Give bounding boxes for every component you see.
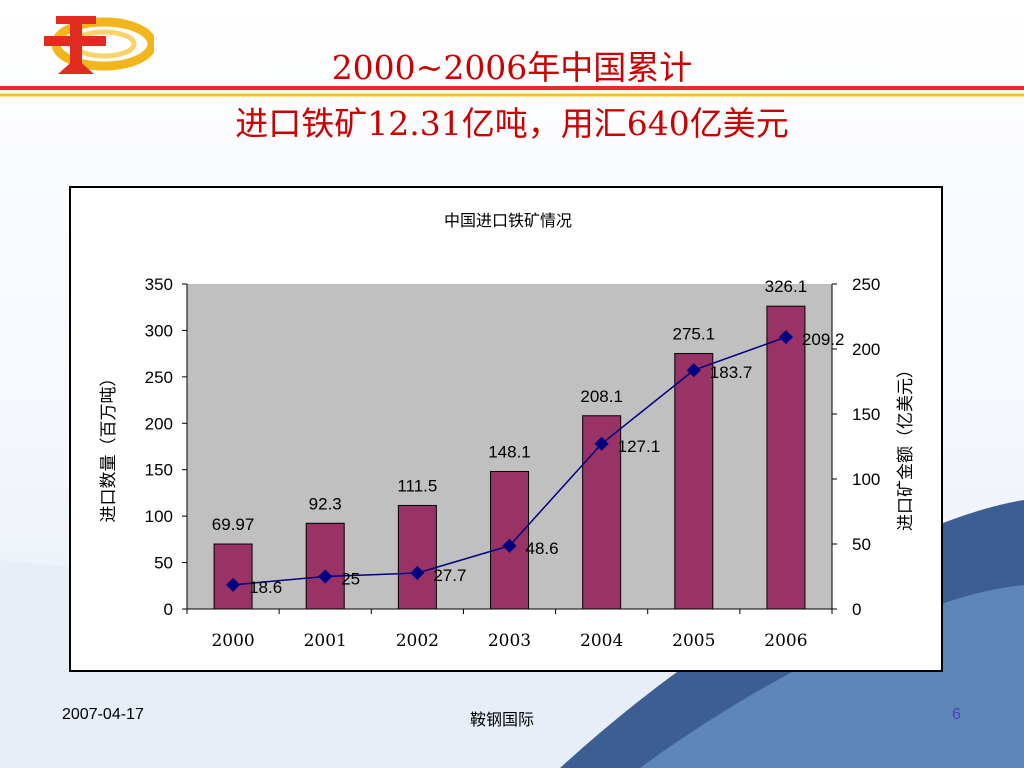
chart-bar (766, 305, 806, 610)
chart-frame: 中国进口铁矿情况 0 50 100 150 200 250 300 350 0 50 100 150 2… (69, 186, 943, 672)
y-axis-label: 进口数量（百万吨） (99, 370, 119, 523)
slide-title-line1: 2000~2006年中国累计 (331, 48, 693, 87)
page-number: 6 (952, 706, 961, 723)
footer-organization: 鞍钢国际 (470, 712, 535, 729)
y2-tick-label: 50 (852, 535, 871, 554)
line-point-marker (410, 565, 425, 581)
line-data-label: 183.7 (710, 363, 753, 382)
slide-title-line2: 进口铁矿12.31亿吨，用汇640亿美元 (235, 104, 789, 143)
y-tick-label: 100 (145, 507, 173, 526)
y2-tick-label: 150 (852, 405, 880, 424)
y-tick-label: 0 (164, 600, 173, 619)
line-data-label: 127.1 (618, 437, 661, 456)
y-tick-label: 50 (154, 554, 173, 573)
iron-ore-import-chart: 中国进口铁矿情况 0 50 100 150 200 250 300 350 0 50 100 150 2… (99, 211, 916, 651)
line-data-label: 18.6 (249, 578, 282, 597)
line-point-marker (594, 436, 609, 451)
line-point-marker (778, 329, 793, 345)
x-tick-label: 2005 (672, 631, 715, 651)
x-tick-label: 2004 (580, 631, 623, 651)
x-tick-label: 2006 (764, 631, 807, 651)
y-tick-label: 150 (145, 461, 173, 480)
y2-tick-label: 0 (852, 600, 861, 619)
y-tick-label: 350 (145, 275, 173, 294)
footer-date: 2007-04-17 (62, 706, 144, 723)
x-tick-label: 2003 (488, 631, 531, 651)
y2-tick-label: 100 (852, 470, 880, 489)
line-point-marker (502, 538, 517, 553)
line-point-marker (226, 577, 241, 592)
y-tick-label: 300 (145, 321, 173, 340)
line-point-marker (318, 569, 333, 584)
chart-bar (397, 504, 437, 610)
bar-data-label: 111.5 (397, 476, 437, 495)
y2-axis-label: 进口矿金额（亿美元） (896, 361, 916, 531)
bar-data-label: 148.1 (488, 442, 531, 461)
line-data-label: 209.2 (802, 330, 845, 349)
y-tick-label: 250 (145, 368, 173, 387)
chart-title: 中国进口铁矿情况 (444, 211, 572, 230)
line-data-label: 25 (341, 570, 360, 589)
bar-data-label: 326.1 (765, 277, 808, 296)
y2-tick-label: 200 (852, 340, 880, 359)
company-logo-icon (44, 16, 154, 74)
y-tick-label: 200 (145, 414, 173, 433)
bar-data-label: 275.1 (673, 325, 716, 344)
chart-bar (305, 522, 345, 610)
x-tick-label: 2000 (211, 631, 254, 651)
x-tick-label: 2002 (396, 631, 439, 651)
line-data-label: 27.7 (433, 566, 466, 585)
x-tick-label: 2001 (304, 631, 347, 651)
line-point-marker (686, 363, 701, 378)
chart-bar (674, 353, 714, 610)
bar-data-label: 208.1 (580, 387, 623, 406)
chart-bar (213, 543, 253, 610)
bar-data-label: 69.97 (212, 515, 255, 534)
y2-tick-label: 250 (852, 275, 880, 294)
line-data-label: 48.6 (526, 539, 559, 558)
bar-data-label: 92.3 (309, 494, 342, 513)
